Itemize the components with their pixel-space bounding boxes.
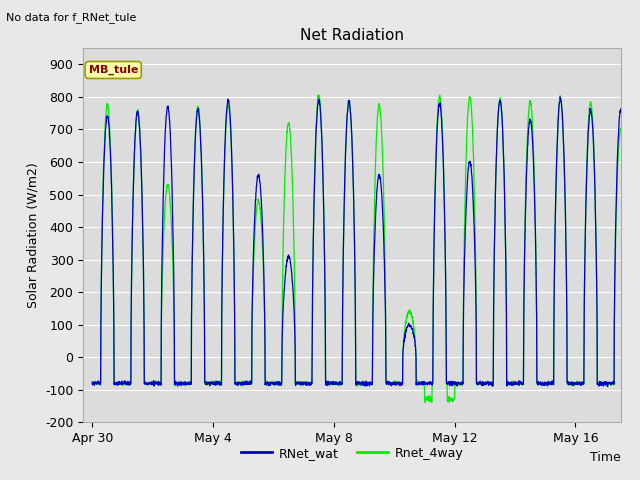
Legend: RNet_wat, Rnet_4way: RNet_wat, Rnet_4way: [236, 442, 468, 465]
Text: No data for f_RNet_tule: No data for f_RNet_tule: [6, 12, 137, 23]
X-axis label: Time: Time: [590, 451, 621, 464]
Title: Net Radiation: Net Radiation: [300, 28, 404, 43]
Y-axis label: Solar Radiation (W/m2): Solar Radiation (W/m2): [26, 162, 40, 308]
Text: MB_tule: MB_tule: [88, 65, 138, 75]
